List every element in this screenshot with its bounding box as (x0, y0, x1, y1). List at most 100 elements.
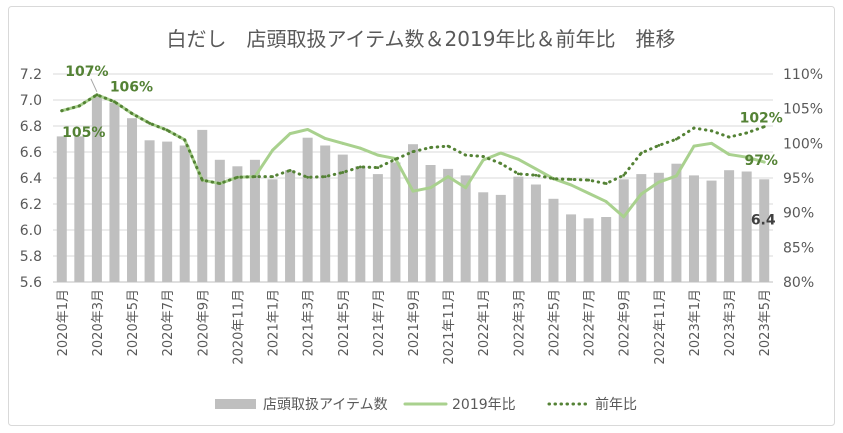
point-1-15 (323, 137, 327, 140)
x-tick-label: 2023年3月 (723, 289, 738, 356)
bar-8 (197, 129, 208, 282)
data-label: 6.4 (751, 212, 776, 228)
point-2-0 (60, 109, 64, 113)
bar-17 (355, 166, 366, 282)
point-1-37 (710, 141, 713, 145)
y-left-tick-label: 6.8 (20, 119, 42, 135)
bar-3 (109, 102, 120, 282)
point-2-1 (77, 104, 81, 108)
data-label: 107% (65, 64, 108, 80)
bar-25 (495, 194, 506, 282)
bar-33 (636, 174, 647, 282)
x-tick-label: 2022年11月 (653, 289, 668, 365)
point-2-11 (253, 175, 257, 179)
x-tick-label: 2020年11月 (231, 289, 246, 365)
point-1-20 (411, 189, 415, 193)
bar-4 (127, 118, 138, 282)
point-1-36 (692, 144, 696, 148)
point-2-29 (569, 177, 573, 181)
y-left-tick-label: 6.2 (20, 197, 42, 213)
point-1-21 (429, 186, 432, 190)
point-1-17 (358, 146, 362, 150)
y-left-tick-label: 5.8 (20, 249, 42, 265)
point-1-14 (306, 128, 310, 131)
chart-title: 白だし 店頭取扱アイテム数＆2019年比＆前年比 推移 (167, 27, 676, 51)
bar-11 (249, 159, 260, 282)
bar-7 (179, 145, 190, 282)
point-2-27 (534, 173, 538, 177)
x-tick-label: 2020年7月 (161, 289, 176, 356)
x-tick-label: 2020年5月 (126, 289, 141, 356)
x-tick-label: 2020年1月 (56, 289, 71, 356)
y-right-axis: 80% 85% 90% 95% 100% 105% 110% (783, 67, 823, 291)
point-2-14 (306, 175, 310, 179)
y-left-tick-label: 5.6 (20, 275, 42, 291)
point-1-39 (745, 155, 749, 159)
point-1-27 (534, 167, 538, 171)
bar-5 (144, 140, 155, 282)
bar-35 (671, 163, 682, 282)
point-2-21 (429, 146, 432, 149)
point-2-35 (675, 137, 678, 141)
bar-10 (232, 166, 243, 282)
line-dotted-series-group (60, 93, 766, 186)
bar-6 (162, 141, 173, 282)
point-2-36 (692, 126, 696, 130)
bar-32 (618, 179, 629, 282)
data-labels: 105% 107%106% 102% 97% 6.4 (62, 64, 783, 229)
bar-0 (56, 136, 67, 282)
point-1-23 (464, 186, 468, 190)
legend-item-year-over-year: 前年比 (547, 396, 637, 413)
legend-swatch-bar (215, 399, 256, 409)
point-1-31 (604, 200, 608, 203)
bar-series (56, 96, 770, 282)
y-left-tick-label: 6.4 (20, 171, 42, 187)
point-2-24 (481, 155, 485, 158)
y-right-tick-label: 90% (783, 206, 814, 222)
x-tick-label: 2020年9月 (196, 289, 211, 356)
point-2-28 (552, 177, 555, 181)
point-2-39 (745, 131, 749, 135)
point-2-18 (376, 166, 380, 170)
point-2-5 (148, 121, 151, 125)
data-label: 97% (744, 153, 778, 169)
point-2-25 (499, 162, 503, 165)
legend-label-vs-2019: 2019年比 (452, 397, 516, 413)
bar-24 (478, 192, 489, 282)
point-2-6 (165, 128, 169, 132)
point-2-33 (639, 151, 643, 155)
x-tick-label: 2023年5月 (758, 289, 773, 356)
y-right-tick-label: 105% (783, 102, 823, 118)
point-2-4 (130, 112, 134, 115)
point-1-25 (499, 151, 503, 155)
point-1-12 (271, 148, 274, 152)
legend-label-year-over-year: 前年比 (595, 396, 637, 413)
bar-29 (566, 214, 577, 282)
bar-26 (513, 176, 524, 282)
bar-38 (724, 170, 735, 282)
x-tick-label: 2020年3月 (91, 289, 106, 356)
bar-36 (688, 175, 699, 282)
point-1-38 (727, 153, 731, 156)
chart-area (8, 6, 835, 426)
x-axis: 2020年1月 2020年3月 2020年5月 2020年7月 2020年9月 2020年… (56, 289, 773, 365)
x-tick-label: 2022年1月 (477, 289, 492, 356)
legend-item-vs-2019: 2019年比 (403, 397, 516, 413)
data-label: 105% (62, 125, 105, 141)
bar-39 (741, 171, 752, 282)
legend: 店頭取扱アイテム数 2019年比 前年比 (215, 396, 637, 413)
point-2-23 (464, 153, 468, 157)
bar-14 (302, 137, 313, 282)
point-1-18 (376, 153, 380, 157)
y-left-tick-label: 6.6 (20, 145, 42, 161)
bar-20 (408, 144, 418, 282)
bar-21 (425, 165, 436, 282)
y-left-tick-label: 7.0 (20, 93, 42, 109)
point-2-31 (604, 182, 608, 185)
point-2-17 (358, 165, 362, 169)
point-1-29 (569, 183, 573, 187)
x-tick-label: 2022年3月 (512, 289, 527, 356)
bar-37 (706, 180, 717, 282)
point-2-26 (516, 172, 520, 176)
